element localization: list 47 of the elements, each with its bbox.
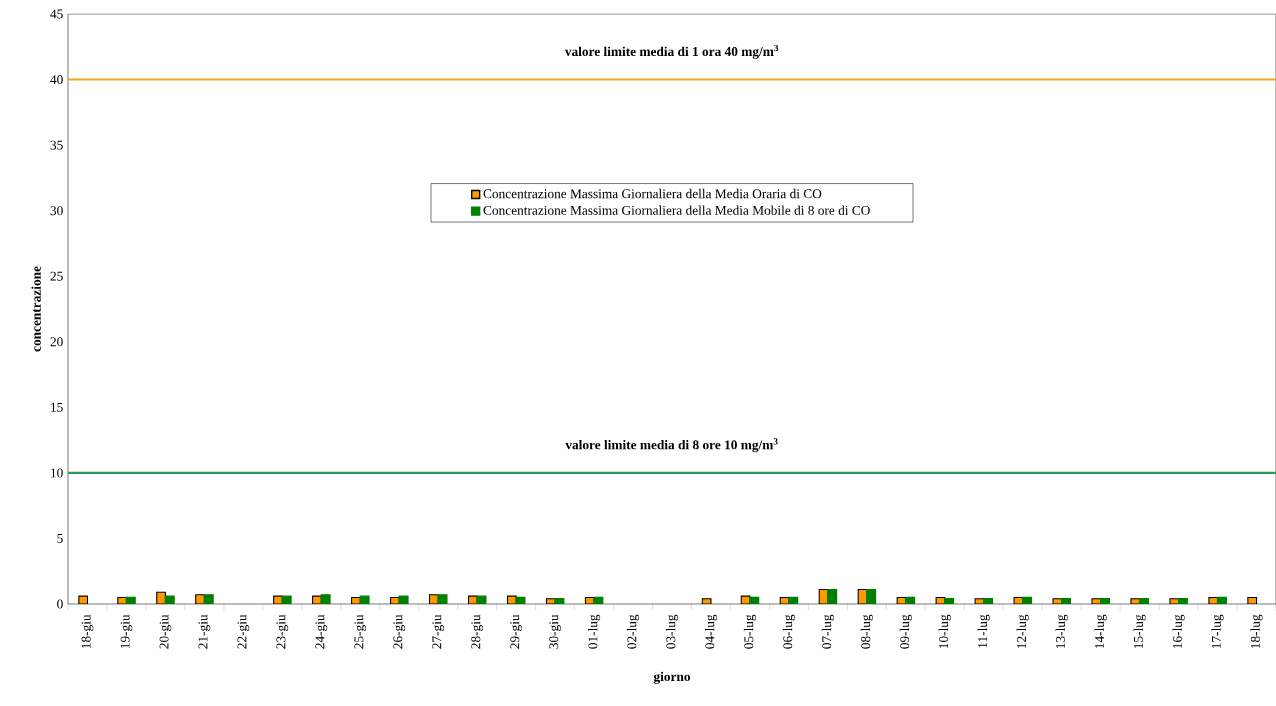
x-tick-label: 07-lug bbox=[821, 614, 834, 649]
y-tick-label: 25 bbox=[50, 271, 63, 281]
x-tick-label: 10-lug bbox=[938, 614, 951, 649]
x-tick-label: 04-lug bbox=[704, 614, 718, 649]
x-tick-label: 29-giu bbox=[510, 614, 522, 649]
x-tick-label: 18-giu bbox=[81, 614, 94, 649]
x-tick-label: 20-giu bbox=[159, 614, 172, 649]
x-tick-label: 11-lug bbox=[977, 614, 990, 648]
x-tick-label: 13-lug bbox=[1055, 614, 1068, 649]
y-tick-label: 0 bbox=[57, 599, 63, 609]
x-tick-label: 26-giu bbox=[393, 614, 406, 649]
x-tick-label: 21-giu bbox=[198, 614, 211, 649]
y-axis-title: concentrazione bbox=[31, 266, 41, 352]
y-tick-label: 35 bbox=[50, 140, 63, 150]
x-tick-label: 17-lug bbox=[1211, 614, 1224, 649]
x-tick-label: 22-giu bbox=[237, 614, 250, 649]
y-tick-label: 20 bbox=[50, 337, 63, 347]
x-tick-label: 15-lug bbox=[1133, 614, 1146, 649]
x-tick-label: 19-giu bbox=[120, 614, 133, 649]
x-tick-label: 14-lug bbox=[1094, 614, 1107, 649]
x-tick-label: 27-giu bbox=[432, 614, 445, 649]
x-tick-label: 02-lug bbox=[626, 614, 640, 649]
y-tick-label: 30 bbox=[50, 206, 63, 216]
x-tick-label: 23-giu bbox=[276, 614, 289, 649]
x-tick-label: 06-lug bbox=[782, 614, 795, 649]
x-axis-title: giorno bbox=[653, 671, 691, 684]
x-tick-label: 12-lug bbox=[1016, 614, 1029, 649]
x-tick-label: 24-giu bbox=[315, 614, 328, 649]
x-tick-label: 25-giu bbox=[354, 614, 367, 649]
x-tick-label: 30-giu bbox=[549, 614, 561, 649]
ref-line-label: valore limite media di 8 ore 10 mg/m$^{3}$ bbox=[565, 438, 778, 453]
x-tick-label: 01-lug bbox=[588, 614, 601, 649]
x-tick-label: 09-lug bbox=[899, 614, 912, 649]
y-tick-label: 5 bbox=[57, 534, 63, 543]
x-tick-label: 08-lug bbox=[860, 614, 873, 649]
x-tick-label: 28-giu bbox=[471, 614, 484, 649]
y-tick-label: 45 bbox=[50, 9, 63, 19]
y-tick-label: 40 bbox=[50, 75, 63, 85]
y-tick-label: 15 bbox=[51, 402, 63, 412]
x-tick-label: 16-lug bbox=[1172, 614, 1185, 649]
x-tick-label: 05-lug bbox=[743, 614, 757, 649]
ref-line-label: valore limite media di 1 ora 40 mg/m$^{3}$ bbox=[564, 44, 779, 59]
y-tick-label: 10 bbox=[51, 468, 63, 478]
x-tick-label: 18-lug bbox=[1250, 614, 1263, 649]
legend-label: Concentrazione Massima Giornaliera della Media Mobile di 8 ore di CO bbox=[483, 205, 870, 215]
x-tick-label: 03-lug bbox=[665, 614, 679, 649]
legend-label: Concentrazione Massima Giornaliera della Media Oraria di CO bbox=[483, 188, 822, 199]
